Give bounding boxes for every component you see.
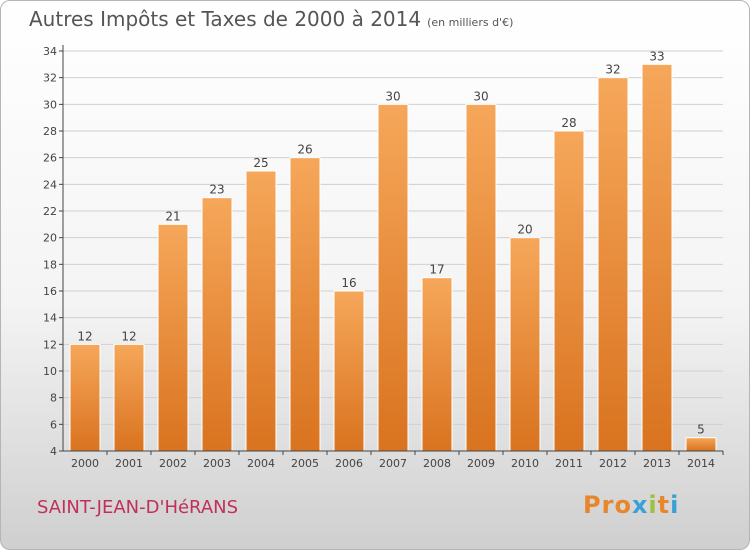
logo-letter: P <box>583 491 602 519</box>
y-tick-label: 32 <box>43 72 57 85</box>
x-tick-label: 2013 <box>643 457 671 470</box>
bar <box>377 103 409 452</box>
bar <box>509 237 541 452</box>
bar <box>685 437 717 452</box>
y-tick-label: 26 <box>43 152 57 165</box>
y-tick-label: 8 <box>50 392 57 405</box>
chart-title-text: Autres Impôts et Taxes de 2000 à 2014 <box>29 7 422 31</box>
data-label: 32 <box>605 63 620 77</box>
logo-letter: o <box>614 491 632 519</box>
x-tick-label: 2009 <box>467 457 495 470</box>
bar <box>553 130 585 452</box>
logo-letter: t <box>657 491 671 519</box>
axis-layer: 4 6 8 10 12 14 16 18 20 22 24 26 28 30 32 34 2000 2001 200… <box>43 45 724 470</box>
x-tick-label: 2004 <box>247 457 275 470</box>
data-label: 30 <box>473 89 488 103</box>
y-tick-label: 6 <box>50 418 57 431</box>
x-tick-label: 2010 <box>511 457 539 470</box>
data-label: 26 <box>297 143 312 157</box>
x-tick-label: 2002 <box>159 457 187 470</box>
data-label: 17 <box>429 263 444 277</box>
y-tick-label: 22 <box>43 205 57 218</box>
data-label: 16 <box>341 276 356 290</box>
logo-letter: i <box>670 491 680 519</box>
x-tick-label: 2003 <box>203 457 231 470</box>
y-tick-label: 10 <box>43 365 57 378</box>
y-tick-label: 34 <box>43 45 57 58</box>
bar <box>641 63 673 452</box>
y-tick-label: 24 <box>43 178 57 191</box>
x-tick-label: 2014 <box>687 457 715 470</box>
y-tick-label: 20 <box>43 232 57 245</box>
x-tick-label: 2011 <box>555 457 583 470</box>
bar <box>201 197 233 452</box>
logo-letter: x <box>631 491 649 519</box>
bar <box>465 103 497 452</box>
proxiti-logo[interactable]: Proxiti <box>583 491 679 519</box>
chart-unit: (en milliers d'€) <box>427 16 514 29</box>
bar <box>157 223 189 452</box>
bar <box>597 77 629 452</box>
x-tick-label: 2000 <box>71 457 99 470</box>
data-label: 30 <box>385 89 400 103</box>
x-tick-label: 2008 <box>423 457 451 470</box>
logo-letter: i <box>648 491 658 519</box>
x-tick-label: 2001 <box>115 457 143 470</box>
bar <box>289 157 321 452</box>
data-label: 12 <box>121 329 136 343</box>
bar-layer: 12 12 21 23 25 26 16 30 17 30 20 28 32 33 5 <box>69 49 717 452</box>
y-tick-label: 28 <box>43 125 57 138</box>
town-name: SAINT-JEAN-D'HéRANS <box>37 497 239 518</box>
data-label: 12 <box>77 329 92 343</box>
y-tick-label: 30 <box>43 98 57 111</box>
bar <box>421 277 453 452</box>
y-tick-label: 14 <box>43 312 57 325</box>
data-label: 21 <box>165 209 180 223</box>
data-label: 23 <box>209 183 224 197</box>
y-tick-label: 18 <box>43 258 57 271</box>
y-tick-label: 16 <box>43 285 57 298</box>
logo-letter: r <box>601 491 615 519</box>
data-label: 28 <box>561 116 576 130</box>
y-tick-label: 4 <box>50 445 57 458</box>
bar <box>245 170 277 452</box>
bar <box>333 290 365 452</box>
x-tick-label: 2007 <box>379 457 407 470</box>
x-tick-label: 2006 <box>335 457 363 470</box>
data-label: 5 <box>697 423 705 437</box>
data-label: 20 <box>517 223 532 237</box>
x-tick-label: 2012 <box>599 457 627 470</box>
data-label: 25 <box>253 156 268 170</box>
data-label: 33 <box>649 49 664 63</box>
bar <box>113 343 145 452</box>
x-tick-label: 2005 <box>291 457 319 470</box>
bar <box>69 343 101 452</box>
y-tick-label: 12 <box>43 338 57 351</box>
chart-title: Autres Impôts et Taxes de 2000 à 2014 (en… <box>29 7 513 31</box>
